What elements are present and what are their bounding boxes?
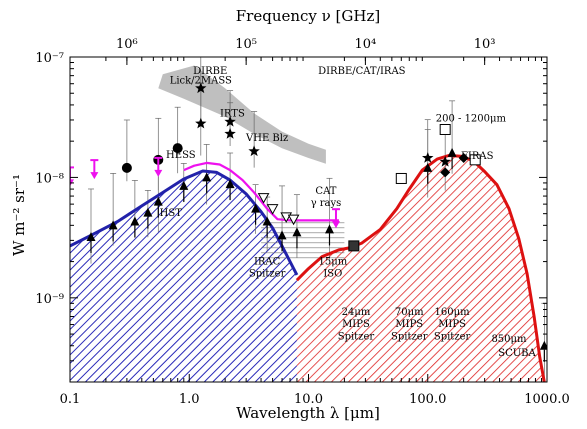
y-tick-label: 10⁻⁹ <box>35 292 64 307</box>
series-line-0 <box>70 169 299 276</box>
annotation-label: IRAC <box>254 256 281 267</box>
axis-ticks: 0.1 1.0 10.0 100.0 1000.0 10⁶ 10⁵ 10⁴ 10³ 10⁻⁷ 10⁻… <box>35 37 569 407</box>
annotation-label: γ rays <box>311 198 342 209</box>
data-point-triangle-up <box>277 230 287 240</box>
data-point-triangle-up <box>324 224 334 234</box>
data-point-triangle-up <box>225 179 235 189</box>
annotation-label: DIRBE <box>193 66 227 77</box>
limit-arrow-head <box>331 221 340 229</box>
limit-arrow-head <box>154 169 163 177</box>
annotation-label: CAT <box>315 186 336 197</box>
annotation-label: DIRBE/CAT/IRAS <box>318 66 406 77</box>
annotation-label: SCUBA <box>498 348 536 359</box>
data-point-square <box>348 240 360 252</box>
annotation-label: IRTS <box>220 109 245 120</box>
annotation-label: HST <box>160 208 183 219</box>
annotation-label: 24μm <box>342 307 371 318</box>
data-point-square <box>439 123 451 135</box>
data-point-star <box>248 145 260 157</box>
data-point-triangle-up <box>108 220 118 230</box>
limit-arrow-head <box>90 172 99 180</box>
curve-layer <box>70 154 546 382</box>
top-tick-label: 10⁶ <box>116 37 138 52</box>
data-point-star <box>422 152 434 163</box>
top-tick-label: 10³ <box>474 37 496 52</box>
data-point-triangle-down <box>257 193 270 204</box>
data-point-star <box>195 82 207 94</box>
marker-layer <box>70 82 547 362</box>
x-tick-label: 0.1 <box>60 392 81 407</box>
x-tick-label: 10.0 <box>294 392 323 407</box>
hatched-fill-layer <box>70 155 545 382</box>
annotation-label: MIPS <box>395 319 423 330</box>
annotation-label: Spitzer <box>249 269 286 280</box>
data-point-triangle-up <box>143 207 153 217</box>
annotation-label: Lick/2MASS <box>170 76 232 87</box>
data-point-triangle-down <box>266 204 279 215</box>
annotation-label: 70μm <box>395 307 424 318</box>
y-tick-label: 10⁻⁷ <box>35 51 64 66</box>
data-point-triangle-up <box>262 216 272 226</box>
top-axis-title: Frequency ν [GHz] <box>236 7 380 25</box>
top-tick-label: 10⁴ <box>355 37 377 52</box>
data-point-star <box>195 117 207 129</box>
annotation-label: HESS <box>166 150 196 161</box>
x-axis-title: Wavelength λ [μm] <box>236 404 380 422</box>
data-point-diamond <box>440 167 451 178</box>
data-point-triangle-up <box>251 203 261 213</box>
data-point-star <box>439 155 451 167</box>
data-point-square <box>395 172 407 184</box>
annotation-label: Spitzer <box>434 332 471 343</box>
annotation-label: 160μm <box>435 307 471 318</box>
annotation-label: MIPS <box>342 319 370 330</box>
data-point-triangle-down <box>287 214 300 226</box>
annotation-label: 15μm <box>318 256 347 267</box>
data-point-circle <box>121 162 132 173</box>
data-point-triangle-up <box>153 196 163 206</box>
annotation-label: VHE Blz <box>245 133 288 144</box>
x-tick-label: 1.0 <box>179 392 200 407</box>
data-point-triangle-up <box>179 180 189 190</box>
data-point-triangle-up <box>423 162 433 172</box>
series-line-1 <box>295 154 546 382</box>
annotation-label: Spitzer <box>338 332 375 343</box>
annotation-label: ISO <box>323 269 342 280</box>
annotation-label: 850μm <box>491 334 527 345</box>
data-point-triangle-up <box>447 147 457 157</box>
x-tick-label: 1000.0 <box>524 392 570 407</box>
annotation-label: 200 - 1200μm <box>436 114 507 125</box>
data-point-star <box>224 127 236 139</box>
data-point-diamond <box>458 152 469 163</box>
data-point-circle <box>172 143 183 154</box>
y-tick-label: 10⁻⁸ <box>35 171 64 186</box>
data-point-triangle-up <box>292 227 302 237</box>
data-point-triangle-up <box>202 172 212 182</box>
x-tick-label: 100.0 <box>409 392 446 407</box>
series-line-2 <box>183 161 339 222</box>
top-tick-label: 10⁵ <box>235 37 257 52</box>
hatch-fill-blue <box>70 171 297 382</box>
annotation-label: FIRAS <box>461 151 494 162</box>
data-point-star <box>224 115 236 127</box>
annotation-label: MIPS <box>438 319 466 330</box>
hatch-fill-red <box>296 155 545 382</box>
y-axis-title: W m⁻² sr⁻¹ <box>10 174 28 256</box>
data-point-square <box>469 154 481 166</box>
data-point-triangle-up <box>86 232 96 242</box>
data-point-triangle-up <box>130 216 140 226</box>
annotation-label: Spitzer <box>391 332 428 343</box>
